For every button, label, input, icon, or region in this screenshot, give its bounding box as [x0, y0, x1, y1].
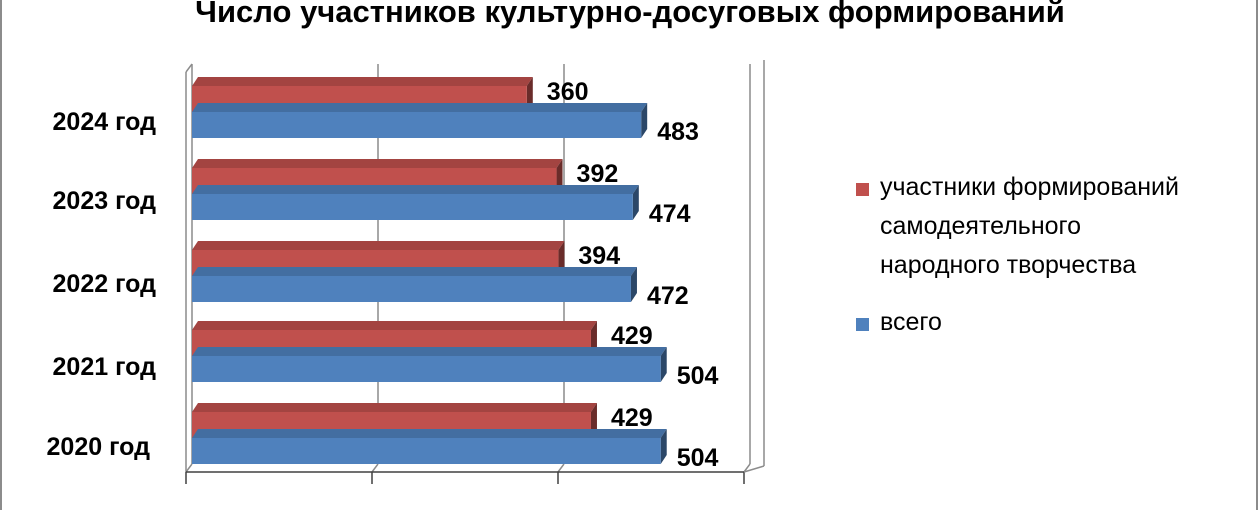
bar-top-face: [192, 321, 597, 330]
legend-label: самодеятельного: [880, 212, 1081, 240]
data-label: 472: [647, 282, 689, 310]
bar-top-face: [192, 429, 667, 438]
bar-end-face: [660, 429, 667, 464]
bar-top-face: [192, 241, 565, 250]
bar-total: [192, 267, 637, 302]
data-label: 474: [649, 200, 691, 228]
category-label: 2020 год: [47, 433, 151, 461]
bar-top-face: [192, 77, 533, 86]
bar-end-face: [632, 185, 639, 220]
bar-total: [192, 347, 667, 382]
bar-front-face: [192, 276, 631, 302]
bar-top-face: [192, 403, 597, 412]
left-wall-top: [185, 63, 193, 73]
floor-tick-link-2: [557, 463, 565, 473]
data-label: 504: [677, 362, 719, 390]
data-label: 394: [578, 242, 620, 270]
bar-total: [192, 429, 667, 464]
bar-top-face: [192, 103, 648, 112]
legend-label: участники формирований: [880, 173, 1179, 201]
bar-top-face: [192, 185, 639, 194]
data-label: 483: [657, 118, 699, 146]
data-label: 360: [547, 78, 589, 106]
bar-front-face: [192, 112, 642, 138]
category-label: 2024 год: [53, 108, 157, 136]
legend-swatch: [856, 183, 869, 196]
bar-top-face: [192, 347, 667, 356]
bar-front-face: [192, 194, 633, 220]
data-label: 392: [577, 160, 619, 188]
floor-tick-link-1: [371, 463, 379, 473]
chart-title: Число участников культурно-досуговых фор…: [195, 0, 1065, 29]
bar-front-face: [192, 438, 661, 464]
data-label: 429: [611, 322, 653, 350]
legend-label: всего: [880, 308, 942, 336]
labels: 2024 год 360 483 2023 год 392 474 2022 год 394 4…: [47, 78, 719, 472]
bar-end-face: [660, 347, 667, 382]
bars: [192, 77, 667, 464]
bar-total: [192, 103, 648, 138]
data-label: 504: [677, 444, 719, 472]
floor-tick-link-0: [185, 463, 193, 473]
bar-top-face: [192, 159, 563, 168]
legend: участники формирований самодеятельного нар…: [856, 173, 1179, 336]
bar-end-face: [630, 267, 637, 302]
bar-front-face: [192, 356, 661, 382]
floor-right-edge: [743, 465, 765, 473]
legend-swatch: [856, 318, 869, 331]
category-label: 2022 год: [53, 270, 157, 298]
legend-label: народного творчества: [880, 251, 1136, 279]
category-label: 2023 год: [53, 187, 157, 215]
category-label: 2021 год: [53, 353, 157, 381]
bar-top-face: [192, 267, 637, 276]
floor-tick-link-3: [743, 463, 751, 473]
bar-total: [192, 185, 639, 220]
bar-end-face: [641, 103, 648, 138]
data-label: 429: [611, 404, 653, 432]
